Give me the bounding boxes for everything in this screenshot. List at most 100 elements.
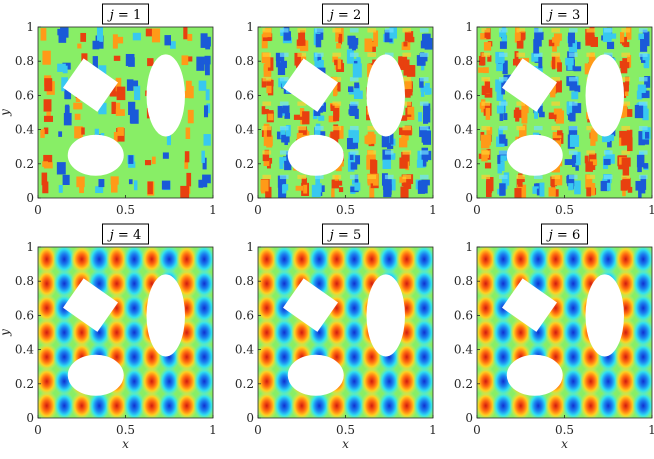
- mode-blob: [531, 52, 541, 62]
- mode-blob: [314, 28, 324, 33]
- mode-blob: [282, 184, 289, 191]
- y-tick-label: 0.4: [235, 343, 254, 357]
- y-tick-label: 1: [465, 240, 473, 254]
- mode-blob: [170, 41, 176, 49]
- mode-blob: [297, 28, 307, 33]
- mode-blob: [413, 293, 433, 323]
- mode-blob: [641, 57, 646, 63]
- mode-blob: [343, 268, 366, 299]
- subplot-4: 0 0.5 1 0 0.2 0.4 0.6 0.8 1 x y j = 4: [0, 223, 217, 451]
- mode-blob: [187, 56, 193, 62]
- mode-blob: [404, 125, 412, 136]
- mode-blob: [645, 131, 650, 139]
- mode-blob: [151, 156, 156, 165]
- mode-blob: [557, 62, 562, 72]
- mode-blob: [483, 42, 492, 51]
- ellipse-hole: [67, 354, 124, 396]
- mode-blob: [284, 160, 292, 171]
- mode-blob: [381, 133, 390, 148]
- mode-blob: [79, 186, 84, 194]
- mode-blob: [332, 125, 342, 131]
- mode-blob: [125, 53, 135, 67]
- mode-blob: [175, 366, 199, 397]
- mode-blob: [276, 60, 284, 68]
- mode-blob: [132, 32, 141, 41]
- mode-blob: [516, 101, 526, 106]
- mode-blob: [260, 179, 269, 192]
- mode-blob: [280, 29, 285, 36]
- mode-blob: [562, 317, 585, 348]
- mode-blob: [105, 317, 128, 348]
- mode-blob: [627, 186, 633, 193]
- x-tick-label: 1: [209, 203, 217, 217]
- mode-blob: [203, 134, 211, 146]
- mode-blob: [263, 66, 268, 72]
- mode-blob: [495, 51, 504, 64]
- mode-blob: [297, 101, 307, 106]
- mode-blob: [354, 182, 361, 191]
- mode-blob: [297, 52, 307, 57]
- mode-blob: [395, 342, 418, 372]
- mode-blob: [349, 174, 359, 180]
- mode-blob: [621, 28, 631, 33]
- mode-blob: [481, 125, 491, 131]
- mode-blob: [551, 101, 561, 106]
- y-tick-label: 0.4: [454, 343, 473, 357]
- mode-blob: [608, 154, 615, 164]
- rectangle-hole: [282, 58, 339, 112]
- mode-blob: [485, 180, 493, 193]
- mode-blob: [478, 67, 486, 73]
- mode-blob: [63, 112, 72, 126]
- mode-blob: [354, 84, 361, 95]
- mode-blob: [284, 112, 291, 119]
- mode-blob: [337, 58, 342, 70]
- mode-blob: [597, 247, 620, 275]
- subplot-2: 0 0.5 1 0 0.2 0.4 0.6 0.8 1 j = 2: [235, 3, 437, 217]
- mode-blob: [261, 34, 268, 49]
- mode-blob: [585, 35, 594, 46]
- mode-blob: [280, 127, 286, 139]
- mode-blob: [579, 390, 602, 418]
- mode-blob: [106, 247, 128, 275]
- mode-blob: [279, 157, 287, 164]
- mode-blob: [314, 174, 324, 180]
- title-box: [322, 3, 369, 25]
- mode-blob: [200, 33, 208, 48]
- mode-blob: [621, 150, 631, 155]
- mode-blob: [110, 178, 118, 193]
- mode-blob: [261, 78, 267, 88]
- mode-blob: [187, 33, 193, 41]
- mode-blob: [640, 39, 648, 52]
- mode-blob: [293, 114, 303, 120]
- mode-blob: [113, 55, 121, 61]
- mode-blob: [277, 105, 283, 118]
- x-tick-label: 0.5: [555, 203, 574, 217]
- mode-blob: [502, 60, 508, 75]
- mode-blob: [419, 174, 429, 180]
- mode-blob: [367, 125, 377, 131]
- mode-blob: [643, 163, 649, 169]
- mode-blob: [117, 127, 124, 136]
- mode-blob: [632, 342, 652, 372]
- mode-blob: [384, 29, 393, 43]
- mode-blob: [333, 107, 340, 122]
- mode-blob: [514, 51, 519, 65]
- y-tick-label: 0.8: [235, 54, 254, 68]
- mode-blob: [87, 247, 111, 275]
- mode-blob: [331, 188, 335, 198]
- mode-blob: [492, 317, 515, 348]
- mode-blob: [422, 151, 427, 167]
- mode-blob: [481, 52, 491, 57]
- subplot-title: j = 6: [541, 223, 588, 245]
- mode-blob: [574, 85, 581, 93]
- mode-blob: [499, 183, 506, 196]
- mode-blob: [568, 126, 578, 135]
- mode-blob: [477, 390, 497, 418]
- mode-blob: [620, 32, 625, 43]
- mode-blob: [261, 52, 270, 64]
- mode-blob: [367, 150, 377, 155]
- mode-blob: [353, 90, 363, 99]
- mode-blob: [266, 79, 274, 87]
- mode-blob: [413, 390, 433, 418]
- mode-blob: [161, 180, 171, 190]
